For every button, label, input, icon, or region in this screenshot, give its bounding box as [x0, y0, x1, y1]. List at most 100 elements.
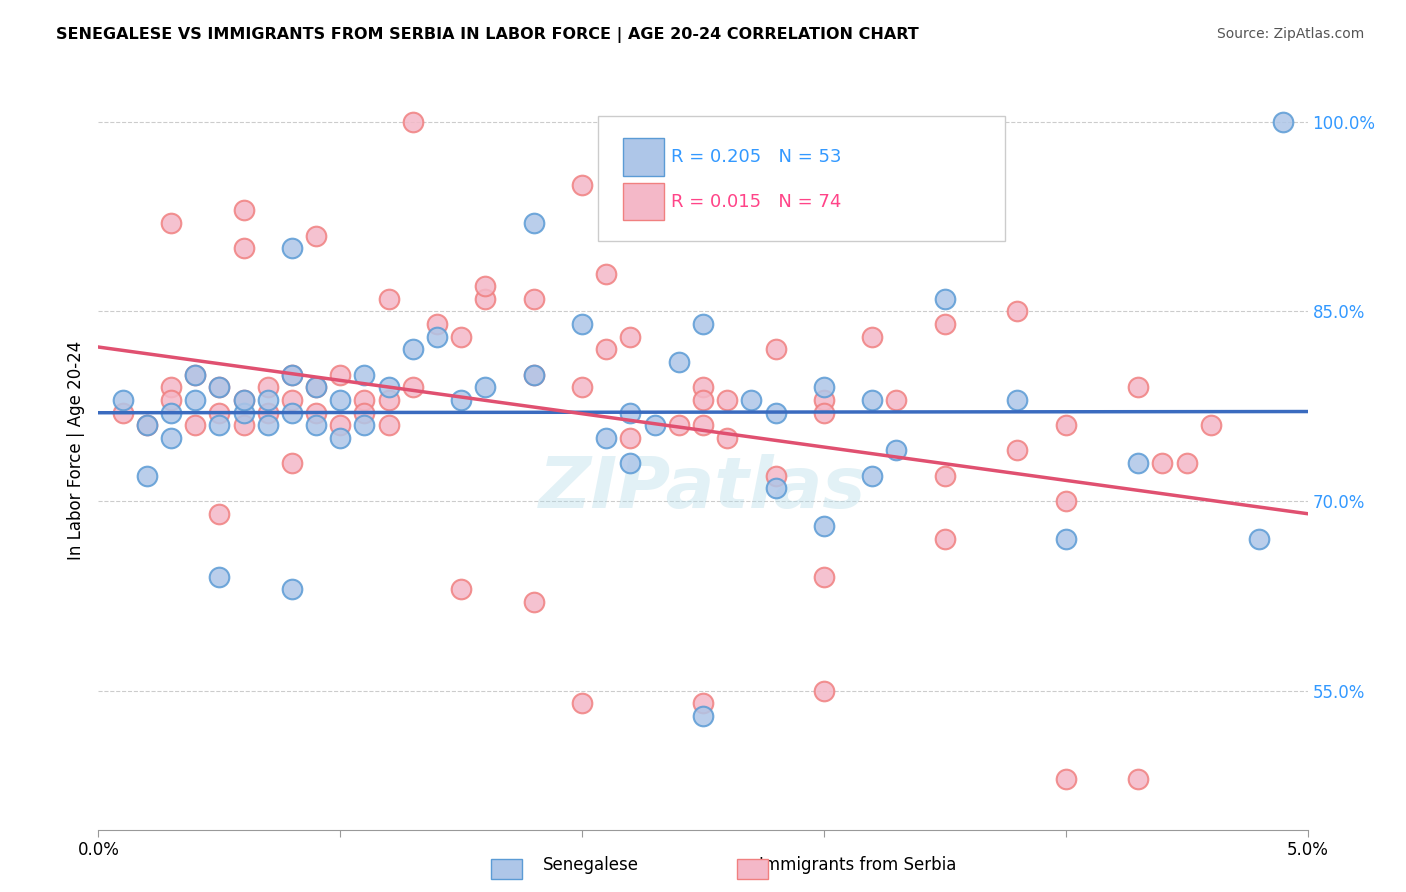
Point [184, 418, 207, 433]
Point [619, 431, 641, 445]
Point [232, 203, 254, 218]
Point [813, 683, 835, 698]
Text: Senegalese: Senegalese [543, 855, 638, 873]
Point [305, 228, 328, 243]
Point [523, 368, 546, 382]
Y-axis label: In Labor Force | Age 20-24: In Labor Force | Age 20-24 [66, 341, 84, 560]
Point [281, 368, 304, 382]
Text: Source: ZipAtlas.com: Source: ZipAtlas.com [1216, 27, 1364, 41]
Point [256, 418, 278, 433]
Point [135, 418, 157, 433]
Point [232, 405, 254, 419]
Point [329, 431, 352, 445]
Point [716, 392, 738, 407]
Point [111, 405, 134, 419]
Point [1007, 304, 1029, 318]
Point [1054, 532, 1077, 546]
Point [813, 405, 835, 419]
Point [765, 405, 787, 419]
Point [208, 380, 231, 394]
Point [208, 570, 231, 584]
Point [184, 392, 207, 407]
Point [595, 431, 617, 445]
Point [450, 392, 472, 407]
Point [1007, 443, 1029, 458]
Point [813, 380, 835, 394]
Point [184, 368, 207, 382]
Point [595, 267, 617, 281]
Point [305, 405, 328, 419]
Point [523, 292, 546, 306]
Point [595, 343, 617, 357]
Text: Immigrants from Serbia: Immigrants from Serbia [759, 855, 956, 873]
Point [474, 279, 496, 293]
Point [377, 418, 399, 433]
Point [523, 595, 546, 609]
Point [208, 418, 231, 433]
Point [765, 343, 787, 357]
Point [111, 392, 134, 407]
Point [571, 696, 593, 710]
Point [934, 532, 956, 546]
Point [668, 418, 690, 433]
Point [281, 368, 304, 382]
Point [232, 418, 254, 433]
Point [329, 368, 352, 382]
Point [934, 292, 956, 306]
Point [160, 380, 183, 394]
Point [571, 380, 593, 394]
Point [692, 696, 714, 710]
Point [377, 292, 399, 306]
Point [765, 482, 787, 496]
Point [329, 392, 352, 407]
Point [813, 519, 835, 533]
Point [523, 216, 546, 230]
Point [692, 418, 714, 433]
Point [644, 418, 666, 433]
Point [281, 405, 304, 419]
Point [1054, 494, 1077, 508]
Point [474, 292, 496, 306]
Point [619, 456, 641, 470]
Point [353, 405, 375, 419]
Point [402, 380, 425, 394]
Point [377, 392, 399, 407]
Point [353, 418, 375, 433]
Point [740, 392, 762, 407]
Point [426, 330, 449, 344]
Point [160, 431, 183, 445]
Point [281, 241, 304, 255]
Text: R = 0.205   N = 53: R = 0.205 N = 53 [671, 148, 841, 166]
Point [1054, 772, 1077, 786]
Point [160, 405, 183, 419]
Point [692, 708, 714, 723]
Point [160, 392, 183, 407]
Point [1199, 418, 1222, 433]
Point [450, 330, 472, 344]
Point [281, 582, 304, 597]
Point [886, 443, 908, 458]
Point [668, 355, 690, 369]
Point [232, 241, 254, 255]
Point [450, 582, 472, 597]
Point [1128, 380, 1150, 394]
Point [256, 405, 278, 419]
Point [1007, 392, 1029, 407]
Point [860, 392, 883, 407]
Text: ZIPatlas: ZIPatlas [540, 454, 866, 523]
Point [813, 392, 835, 407]
Point [329, 418, 352, 433]
Point [692, 392, 714, 407]
Point [184, 368, 207, 382]
Point [208, 405, 231, 419]
Point [353, 392, 375, 407]
Point [402, 115, 425, 129]
Point [305, 380, 328, 394]
Point [402, 343, 425, 357]
Point [1175, 456, 1198, 470]
Point [765, 468, 787, 483]
Point [377, 380, 399, 394]
Point [305, 418, 328, 433]
Point [353, 368, 375, 382]
Point [1272, 115, 1295, 129]
